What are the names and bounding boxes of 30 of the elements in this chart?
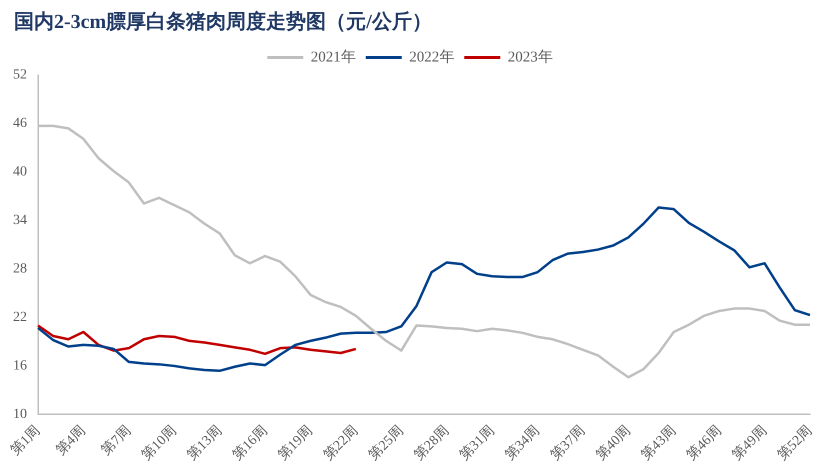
x-tick-label: 第10周 [138,422,180,464]
x-tick-label: 第46周 [684,422,725,464]
x-tick-label: 第1周 [7,422,44,459]
legend-label: 2021年 [310,48,356,66]
legend-label: 2022年 [409,48,454,66]
y-tick-label: 16 [13,358,27,374]
x-tick-label: 第34周 [502,422,543,464]
x-tick-label: 第4周 [52,422,89,459]
y-tick-label: 22 [13,310,27,326]
x-tick-label: 第40周 [592,422,634,464]
x-tick-label: 第43周 [638,422,680,464]
x-tick-label: 第16周 [229,422,270,464]
x-tick-label: 第25周 [366,422,407,464]
y-tick-label: 34 [13,213,27,228]
x-tick-label: 第49周 [729,422,770,464]
y-tick-label: 40 [13,164,27,180]
x-tick-label: 第7周 [98,422,134,459]
y-tick-label: 52 [13,68,27,83]
y-tick-label: 10 [13,407,27,422]
x-tick-label: 第52周 [774,422,816,464]
x-tick-label: 第37周 [547,422,588,464]
legend-label: 2023年 [508,48,553,66]
x-tick-label: 第22周 [320,422,362,464]
x-tick-label: 第19周 [274,422,316,464]
y-tick-label: 46 [13,116,27,132]
y-tick-label: 28 [13,262,27,277]
x-tick-label: 第31周 [456,422,498,464]
chart-title: 国内2-3cm膘厚白条猪肉周度走势图（元/公斤） [14,10,432,35]
x-tick-label: 第28周 [411,422,452,464]
x-tick-label: 第13周 [184,422,226,464]
